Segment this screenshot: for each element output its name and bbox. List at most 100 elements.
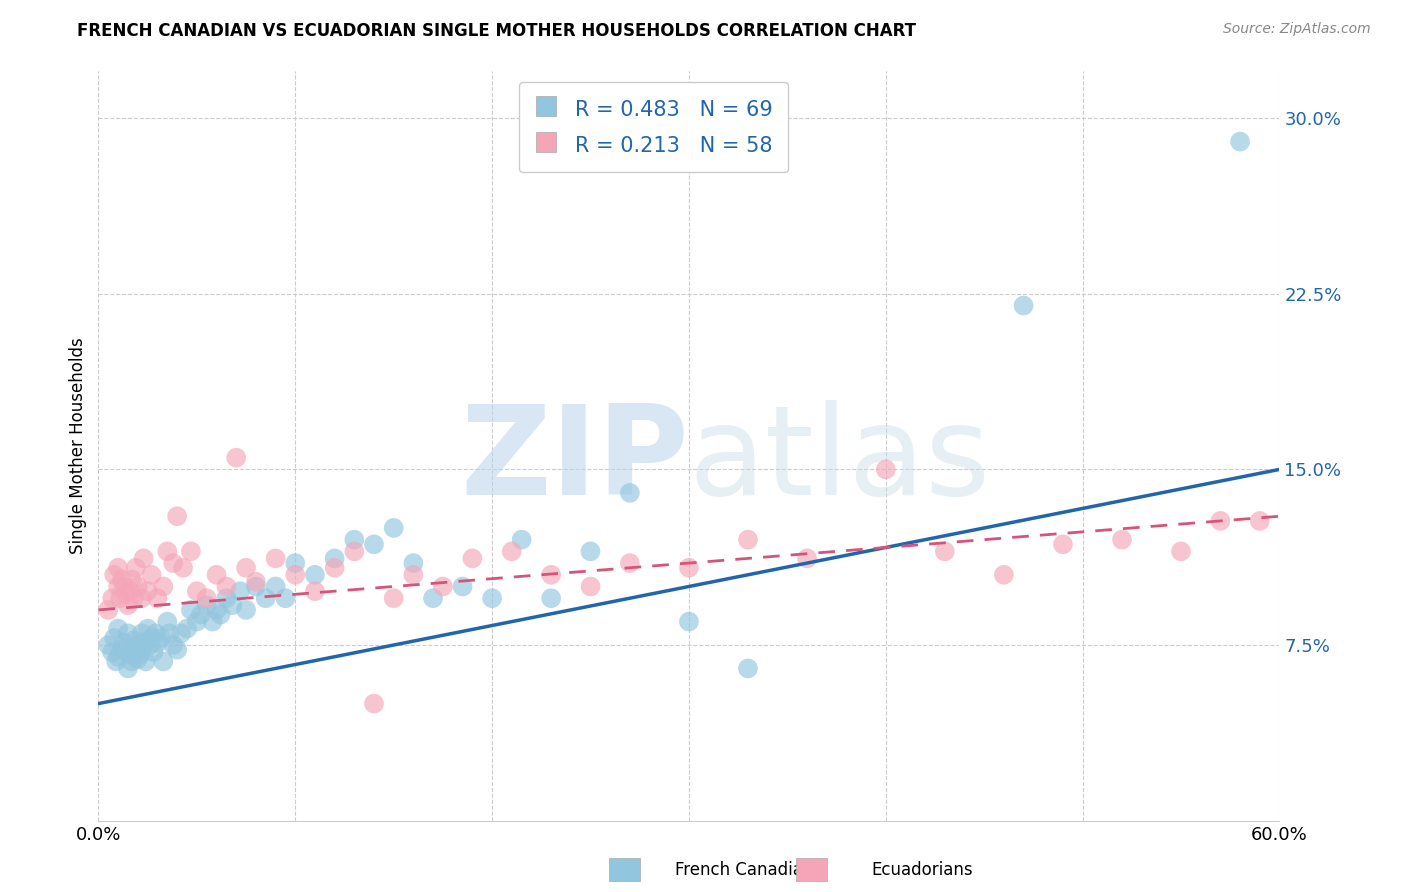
Point (170, 626, 193, 640)
Point (1170, 544, 1192, 558)
Point (993, 567, 1015, 582)
Point (402, 556, 425, 570)
Point (180, 603, 202, 617)
Point (176, 622, 198, 636)
Point (195, 591, 218, 606)
Point (150, 631, 173, 645)
Point (579, 580, 602, 594)
Point (254, 591, 277, 606)
Point (1229, 135, 1251, 149)
Point (422, 591, 444, 606)
Point (101, 645, 124, 659)
Point (127, 638, 149, 652)
Point (225, 450, 247, 465)
Point (402, 567, 425, 582)
Point (363, 537, 385, 551)
Point (432, 580, 454, 594)
Point (245, 574, 267, 589)
Point (284, 556, 307, 570)
Point (152, 655, 174, 669)
Text: ZIP: ZIP (460, 401, 689, 522)
Point (118, 648, 141, 662)
Text: Source: ZipAtlas.com: Source: ZipAtlas.com (1223, 22, 1371, 37)
Point (166, 642, 188, 657)
Point (501, 544, 523, 558)
Point (579, 544, 602, 558)
Point (1012, 298, 1035, 313)
Point (162, 556, 184, 570)
Point (97, 638, 120, 652)
Point (132, 635, 155, 649)
Point (1209, 514, 1232, 528)
Point (136, 584, 159, 599)
Point (264, 580, 287, 594)
Point (107, 649, 129, 664)
Point (111, 573, 134, 587)
Point (135, 655, 157, 669)
Point (796, 551, 818, 566)
Point (128, 648, 150, 662)
Point (1052, 537, 1074, 551)
Point (166, 509, 188, 524)
Point (461, 551, 484, 566)
Point (125, 561, 148, 575)
Point (382, 591, 405, 606)
Point (451, 580, 474, 594)
Text: Ecuadorians: Ecuadorians (872, 861, 973, 879)
Point (875, 462, 897, 476)
Point (540, 567, 562, 582)
Point (186, 584, 208, 599)
Point (108, 591, 131, 606)
Point (127, 652, 149, 666)
Y-axis label: Single Mother Households: Single Mother Households (69, 338, 87, 554)
Point (107, 561, 129, 575)
Point (131, 626, 153, 640)
Point (132, 551, 155, 566)
Point (1249, 514, 1271, 528)
Point (141, 567, 163, 582)
Point (122, 591, 145, 606)
Point (117, 626, 139, 640)
Point (131, 591, 153, 606)
Point (235, 561, 257, 575)
Text: French Canadians: French Canadians (675, 861, 823, 879)
Point (156, 615, 179, 629)
Point (619, 556, 641, 570)
Point (209, 607, 232, 622)
Point (221, 599, 243, 613)
Point (235, 603, 257, 617)
Point (146, 591, 169, 606)
Point (145, 626, 167, 640)
Point (737, 533, 759, 547)
Point (121, 655, 143, 669)
Point (117, 661, 139, 675)
Point (382, 521, 405, 535)
Point (112, 635, 135, 649)
Legend: R = 0.483   N = 69, R = 0.213   N = 58: R = 0.483 N = 69, R = 0.213 N = 58 (519, 82, 787, 172)
Point (103, 567, 125, 582)
Point (323, 561, 346, 575)
Point (115, 586, 138, 600)
Point (1111, 533, 1133, 547)
Point (229, 584, 252, 599)
Point (125, 645, 148, 659)
Text: FRENCH CANADIAN VS ECUADORIAN SINGLE MOTHER HOUSEHOLDS CORRELATION CHART: FRENCH CANADIAN VS ECUADORIAN SINGLE MOT… (77, 22, 917, 40)
Point (180, 544, 202, 558)
Point (141, 631, 163, 645)
Point (205, 567, 228, 582)
Point (105, 655, 128, 669)
Point (103, 631, 125, 645)
Point (172, 561, 194, 575)
Point (122, 633, 145, 648)
Point (142, 645, 165, 659)
Point (510, 533, 533, 547)
Point (162, 638, 184, 652)
Point (101, 591, 124, 606)
Point (195, 599, 218, 613)
Point (112, 580, 135, 594)
Point (304, 567, 326, 582)
Text: atlas: atlas (689, 401, 991, 522)
Point (115, 640, 138, 655)
Point (540, 591, 562, 606)
Point (136, 622, 159, 636)
